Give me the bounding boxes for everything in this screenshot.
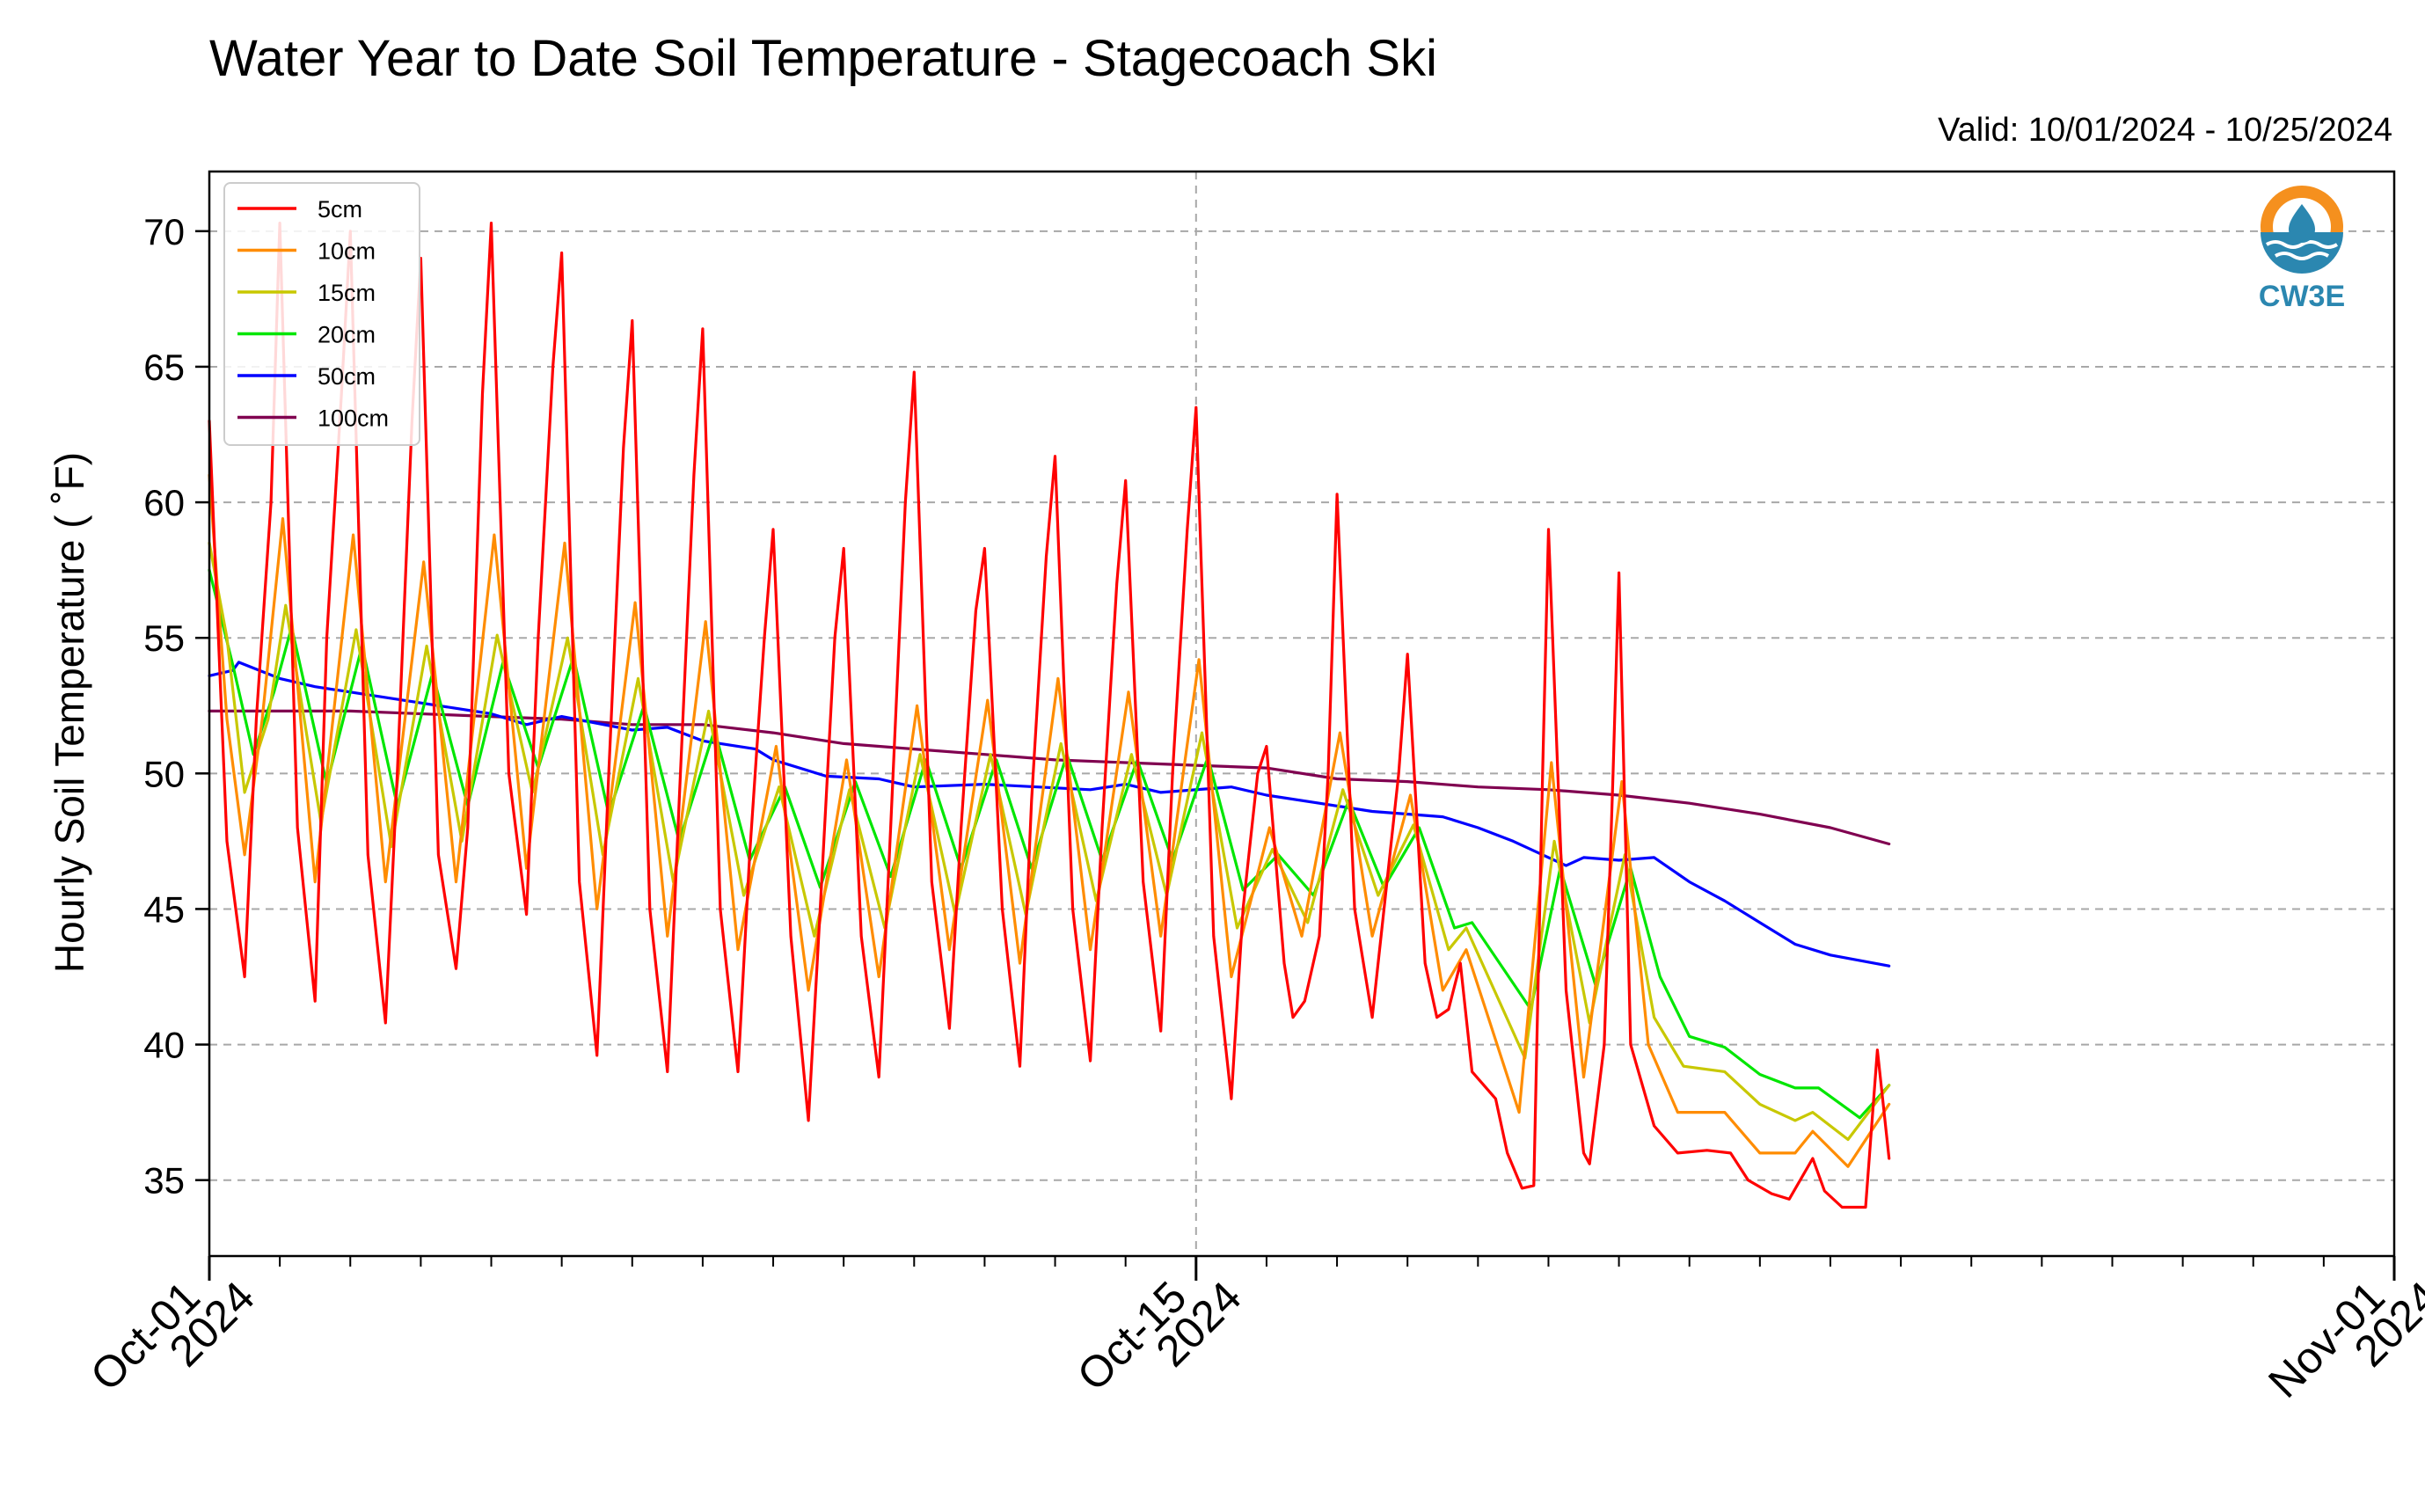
y-axis-label: Hourly Soil Temperature ( ˚F) bbox=[47, 452, 92, 973]
chart-subtitle: Valid: 10/01/2024 - 10/25/2024 bbox=[1938, 112, 2392, 149]
y-tick-label: 70 bbox=[143, 211, 185, 252]
y-tick-label: 35 bbox=[143, 1160, 185, 1202]
y-tick-label: 45 bbox=[143, 888, 185, 930]
plot-frame bbox=[208, 170, 2396, 1258]
y-axis-ticks: 35 40 45 50 55 60 65 70 bbox=[143, 211, 209, 1202]
legend-label-20cm: 20cm bbox=[318, 322, 376, 348]
legend-label-10cm: 10cm bbox=[318, 238, 376, 265]
legend-label-100cm: 100cm bbox=[318, 405, 389, 432]
y-tick-label: 50 bbox=[143, 753, 185, 794]
series-line-100cm bbox=[208, 709, 1891, 846]
y-tick-label: 60 bbox=[143, 482, 185, 523]
series-line-5cm bbox=[208, 222, 1891, 1209]
legend-label-50cm: 50cm bbox=[318, 363, 376, 390]
cw3e-logo: CW3E bbox=[2259, 186, 2345, 313]
legend-label-5cm: 5cm bbox=[318, 196, 362, 223]
grid-lines bbox=[209, 172, 2394, 1256]
logo-drop-icon bbox=[2289, 204, 2315, 243]
chart-title: Water Year to Date Soil Temperature - St… bbox=[209, 30, 1437, 87]
legend-label-15cm: 15cm bbox=[318, 280, 376, 306]
legend-frame bbox=[223, 182, 420, 446]
y-tick-label: 55 bbox=[143, 617, 185, 659]
series-lines bbox=[208, 222, 1891, 1209]
legend: 5cm 10cm 15cm 20cm 50cm 100cm bbox=[223, 182, 420, 446]
y-tick-label: 65 bbox=[143, 347, 185, 388]
logo-text: CW3E bbox=[2259, 280, 2345, 313]
y-tick-label: 40 bbox=[143, 1025, 185, 1066]
